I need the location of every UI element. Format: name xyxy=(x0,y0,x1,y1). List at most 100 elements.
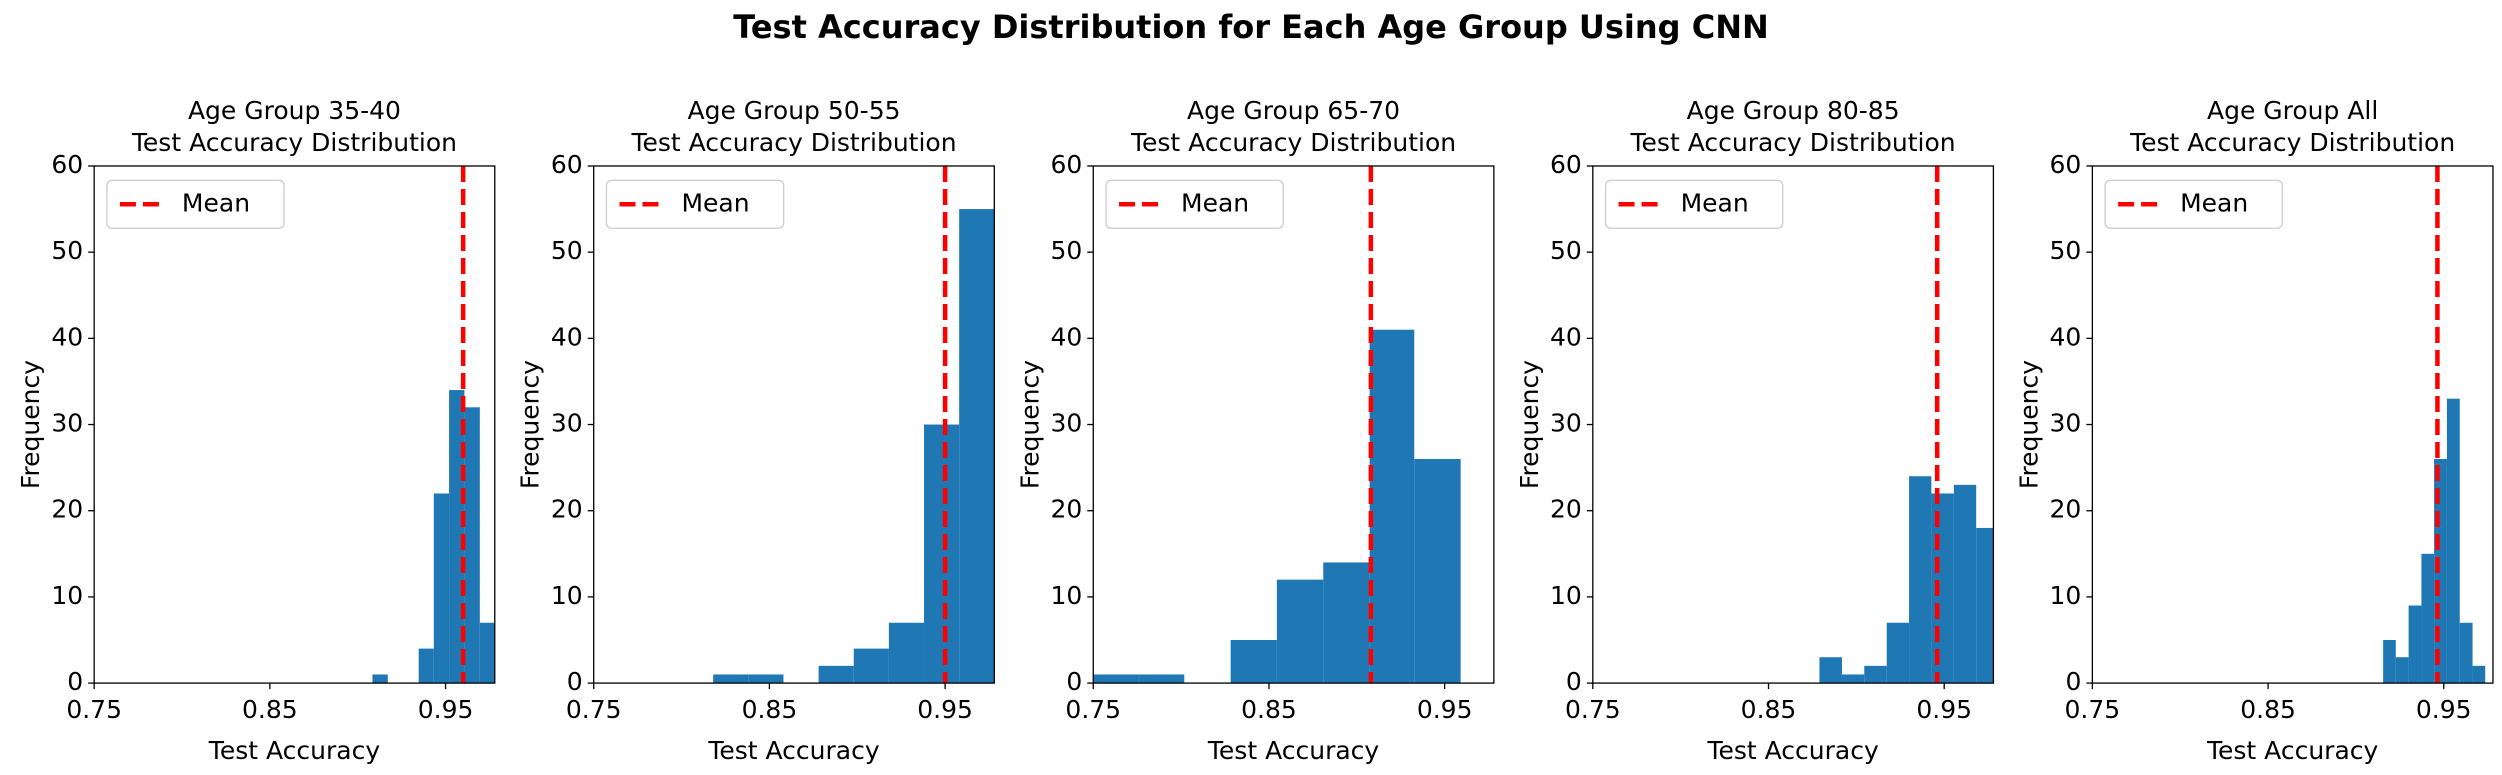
histogram-bar xyxy=(2383,639,2396,684)
histogram-bar xyxy=(2408,605,2422,684)
y-tick-label: 30 xyxy=(551,409,583,438)
histogram-bar xyxy=(418,648,434,684)
subplot-title: Age Group 65-70 Test Accuracy Distributio… xyxy=(1130,96,1456,157)
y-tick-label: 40 xyxy=(1550,322,1582,351)
legend: Mean xyxy=(1604,179,1784,229)
figure-title: Test Accuracy Distribution for Each Age … xyxy=(733,8,1769,46)
x-tick-label: 0.75 xyxy=(66,695,122,724)
plot-area xyxy=(2383,165,2486,684)
y-tick-label: 50 xyxy=(1050,236,1082,265)
y-tick-label: 40 xyxy=(1050,322,1082,351)
y-tick-label: 0 xyxy=(67,667,83,696)
histogram-bar xyxy=(449,390,465,684)
y-tick-label: 20 xyxy=(1550,495,1582,524)
y-tick-label: 20 xyxy=(1050,495,1082,524)
x-tick-label: 0.75 xyxy=(1065,695,1121,724)
subplot-title: Age Group 80-85 Test Accuracy Distributio… xyxy=(1630,96,1956,157)
histogram-bar xyxy=(1323,562,1370,684)
x-axis-label: Test Accuracy xyxy=(1207,736,1380,765)
x-tick-label: 0.85 xyxy=(2240,695,2296,724)
subplot: 0 10 20 30 40 50 60 0.75 0.85 0.95 Test Accuracy Fr… xyxy=(1515,96,1995,765)
histogram-bar xyxy=(479,622,495,684)
legend-label: Mean xyxy=(2180,188,2248,217)
histogram-bar xyxy=(853,648,889,684)
histogram-bar xyxy=(1886,622,1910,684)
x-tick-label: 0.85 xyxy=(742,695,798,724)
y-tick-label: 10 xyxy=(1550,581,1582,610)
legend-box xyxy=(106,179,285,229)
legend-label: Mean xyxy=(1181,188,1249,217)
histogram-bar xyxy=(1369,329,1415,684)
histogram-bar xyxy=(1819,657,1842,684)
plot-area xyxy=(1819,165,1994,684)
histogram-bar xyxy=(2459,622,2473,684)
y-axis-label: Frequency xyxy=(2014,360,2043,489)
y-tick-label: 20 xyxy=(2050,495,2082,524)
y-tick-label: 30 xyxy=(2050,409,2082,438)
histogram-bar xyxy=(924,424,960,684)
subplot: 0 10 20 30 40 50 60 0.75 0.85 0.95 Test Accuracy Fr… xyxy=(2014,96,2494,765)
histogram-bar xyxy=(372,674,388,684)
plot-area xyxy=(1093,165,1461,684)
histogram-bar xyxy=(1864,665,1887,684)
y-tick-label: 10 xyxy=(2050,581,2082,610)
histogram-bar xyxy=(888,622,925,684)
subplot-title: Age Group All Test Accuracy Distribution xyxy=(2129,96,2455,157)
y-tick-label: 20 xyxy=(51,495,83,524)
legend-box xyxy=(1604,179,1784,229)
histogram-bar xyxy=(2446,398,2460,684)
y-tick-label: 40 xyxy=(2050,322,2082,351)
subplot-title: Age Group 35-40 Test Accuracy Distributio… xyxy=(131,96,457,157)
histogram-bar xyxy=(433,493,450,684)
subplot: 0 10 20 30 40 50 60 0.75 0.85 0.95 Test Accuracy Fr… xyxy=(16,96,496,765)
histogram-bar xyxy=(1953,484,1977,684)
legend: Mean xyxy=(1105,179,1284,229)
x-axis-label: Test Accuracy xyxy=(2206,736,2379,765)
legend-box xyxy=(605,179,785,229)
y-tick-label: 20 xyxy=(551,495,583,524)
histogram-bar xyxy=(1139,674,1185,684)
histogram-bar xyxy=(2395,657,2409,684)
legend-box xyxy=(2104,179,2283,229)
y-axis-label: Frequency xyxy=(1015,360,1044,489)
subplot: 0 10 20 30 40 50 60 0.75 0.85 0.95 Test Accuracy Fr… xyxy=(1015,96,1495,765)
histogram-bar xyxy=(464,407,480,684)
y-tick-label: 10 xyxy=(551,581,583,610)
y-tick-label: 50 xyxy=(551,236,583,265)
y-tick-label: 0 xyxy=(1066,667,1082,696)
legend-label: Mean xyxy=(1681,188,1749,217)
legend: Mean xyxy=(2104,179,2283,229)
y-tick-label: 60 xyxy=(551,150,583,179)
histogram-bar xyxy=(713,674,749,684)
legend: Mean xyxy=(605,179,785,229)
histogram-bar xyxy=(818,665,854,684)
histogram-bar xyxy=(1230,639,1277,684)
histogram-bar xyxy=(1909,476,1932,684)
y-tick-label: 0 xyxy=(1566,667,1582,696)
y-axis-label: Frequency xyxy=(1515,360,1544,489)
y-tick-label: 10 xyxy=(51,581,83,610)
y-tick-label: 0 xyxy=(567,667,583,696)
x-tick-label: 0.85 xyxy=(1241,695,1297,724)
legend-label: Mean xyxy=(681,188,749,217)
y-tick-label: 50 xyxy=(51,236,83,265)
x-tick-label: 0.95 xyxy=(418,695,474,724)
x-axis-label: Test Accuracy xyxy=(707,736,880,765)
subplot: 0 10 20 30 40 50 60 0.75 0.85 0.95 Test Accuracy Fr… xyxy=(516,96,995,765)
y-tick-label: 40 xyxy=(551,322,583,351)
x-tick-label: 0.95 xyxy=(2416,695,2472,724)
x-axis-label: Test Accuracy xyxy=(208,736,381,765)
legend-box xyxy=(1105,179,1284,229)
y-tick-label: 60 xyxy=(1550,150,1582,179)
x-tick-label: 0.95 xyxy=(917,695,973,724)
y-tick-label: 50 xyxy=(2050,236,2082,265)
y-axis-label: Frequency xyxy=(516,360,545,489)
histogram-bar xyxy=(1976,527,1994,684)
y-tick-label: 30 xyxy=(1550,409,1582,438)
legend: Mean xyxy=(106,179,285,229)
histogram-bar xyxy=(1276,579,1324,684)
plot-area xyxy=(372,165,495,684)
subplot-title: Age Group 50-55 Test Accuracy Distributio… xyxy=(630,96,956,157)
histogram-bar xyxy=(1414,459,1461,684)
histogram-bar xyxy=(1841,674,1865,684)
